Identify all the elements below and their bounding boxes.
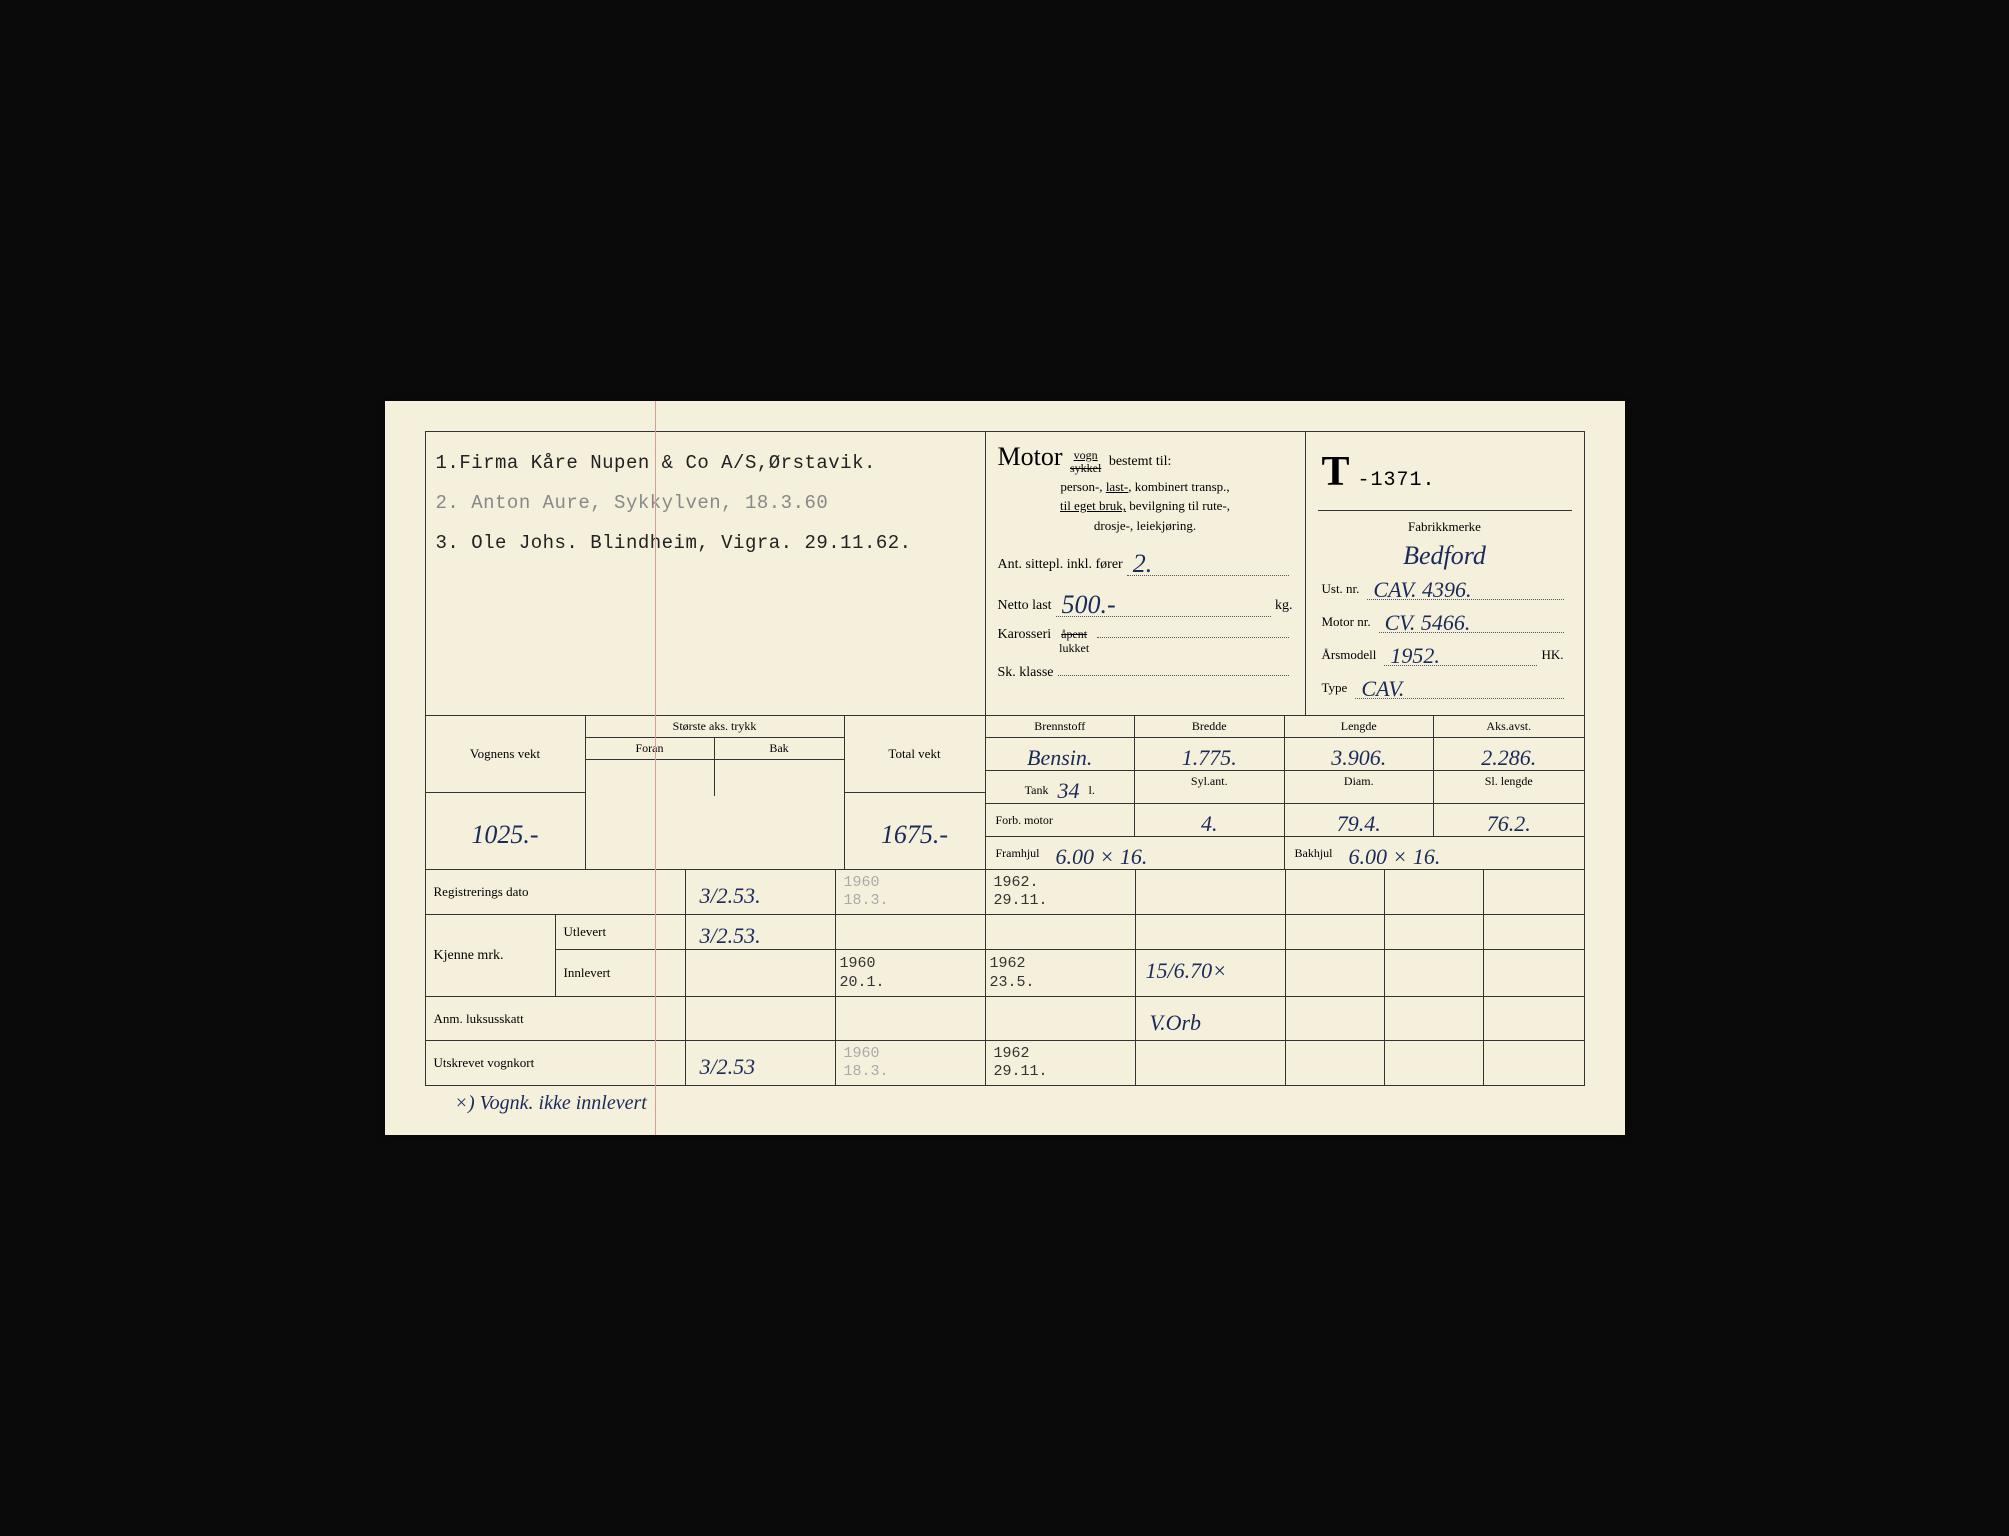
reg-date-row: Registrerings dato 3/2.53. 196018.3. 196… <box>426 870 1584 915</box>
card-issued-3: 196229.11. <box>994 1045 1048 1081</box>
engine-no: CV. 5466. <box>1379 610 1477 635</box>
year-value: 1952. <box>1384 643 1446 668</box>
cyl-header: Syl.ant. <box>1135 771 1285 803</box>
type-value: CAV. <box>1355 676 1410 701</box>
reg-date-label: Registrerings dato <box>426 870 686 914</box>
right-top: T -1371. Fabrikkmerke Bedford Ust. nr.CA… <box>1306 432 1584 715</box>
seats-row: Ant. sittepl. inkl. fører 2. <box>998 545 1293 576</box>
weights-box: Vognens vekt 1025.- Største aks. trykk F… <box>426 716 986 869</box>
owner-1: 1.Firma Kåre Nupen & Co A/S,Ørstavik. <box>436 444 975 484</box>
plate-prefix: T <box>1322 448 1350 496</box>
owner-2: 2. Anton Aure, Sykkylven, 18.3.60 <box>436 484 975 524</box>
bore-value: 79.4. <box>1331 811 1387 837</box>
plate-number: 1371. <box>1371 469 1436 492</box>
body-row: Karosseri åpent lukket <box>998 627 1293 654</box>
rearwheel-value: 6.00 × 16. <box>1343 844 1447 870</box>
bestemt-label: bestemt til: <box>1109 454 1172 469</box>
netload-row: Netto last 500.- kg. <box>998 586 1293 617</box>
card-issued-2: 196018.3. <box>844 1045 889 1081</box>
rear-header: Bak <box>715 738 844 760</box>
front-header: Foran <box>586 738 715 760</box>
wheelbase-value: 2.286. <box>1475 745 1542 771</box>
motor-title: Motor <box>998 442 1063 471</box>
chassis-no: CAV. 4396. <box>1367 577 1477 602</box>
returned-2: 196020.1. <box>840 955 885 991</box>
luxury-tax-note: V.Orb <box>1144 1010 1208 1036</box>
luxury-tax-row: Anm. luksusskatt V.Orb <box>426 997 1584 1041</box>
length-value: 3.906. <box>1325 745 1392 771</box>
class-row: Sk. klasse <box>998 665 1293 681</box>
frontwheel-value: 6.00 × 16. <box>1050 844 1154 870</box>
top-row: 1.Firma Kåre Nupen & Co A/S,Ørstavik. 2.… <box>426 432 1584 715</box>
rearwheel-header: Bakhjul <box>1295 846 1333 861</box>
total-weight-header: Total vekt <box>845 716 985 793</box>
stroke-value: 76.2. <box>1481 811 1537 837</box>
weight-header: Vognens vekt <box>426 716 585 793</box>
seats-value: 2. <box>1127 549 1159 578</box>
fuel-value: Bensin. <box>1021 745 1098 771</box>
wheelbase-header: Aks.avst. <box>1434 716 1584 737</box>
motor-box: Motor vogn sykkel bestemt til: person-, … <box>986 432 1306 715</box>
bore-header: Diam. <box>1285 771 1435 803</box>
card-grid: 1.Firma Kåre Nupen & Co A/S,Ørstavik. 2.… <box>425 431 1585 1086</box>
length-header: Lengde <box>1285 716 1435 737</box>
frontwheel-header: Framhjul <box>996 846 1040 861</box>
issued-label: Utlevert <box>556 915 686 950</box>
registration-card: 1.Firma Kåre Nupen & Co A/S,Ørstavik. 2.… <box>385 401 1625 1135</box>
card-issued-row: Utskrevet vognkort 3/2.53 196018.3. 1962… <box>426 1041 1584 1085</box>
footnote: ×) Vognk. ikke innlevert <box>455 1092 1585 1115</box>
card-issued-label: Utskrevet vognkort <box>426 1041 686 1085</box>
width-value: 1.775. <box>1176 745 1243 771</box>
history-table: Registrerings dato 3/2.53. 196018.3. 196… <box>426 869 1584 1085</box>
total-weight-value: 1675.- <box>875 820 954 850</box>
specs-section: Vognens vekt 1025.- Største aks. trykk F… <box>426 715 1584 869</box>
returned-label: Innlevert <box>556 950 686 996</box>
owners-box: 1.Firma Kåre Nupen & Co A/S,Ørstavik. 2.… <box>426 432 986 715</box>
weight-value: 1025.- <box>465 820 544 850</box>
reg-date-1: 3/2.53. <box>694 883 767 909</box>
luxury-tax-label: Anm. luksusskatt <box>426 997 686 1040</box>
card-issued-1: 3/2.53 <box>694 1054 762 1080</box>
netload-value: 500.- <box>1056 590 1122 619</box>
reg-date-2: 196018.3. <box>844 874 889 910</box>
motor-header: Motor vogn sykkel bestemt til: <box>998 442 1293 475</box>
width-header: Bredde <box>1135 716 1285 737</box>
returned-4: 15/6.70× <box>1140 958 1233 983</box>
plate-label: Kjenne mrk. <box>426 915 556 996</box>
consumption-label: Forb. motor <box>996 813 1053 828</box>
axle-header: Største aks. trykk <box>586 716 844 738</box>
make-value: Bedford <box>1397 541 1492 570</box>
returned-3: 196223.5. <box>990 955 1035 991</box>
owner-3: 3. Ole Johs. Blindheim, Vigra. 29.11.62. <box>436 524 975 564</box>
plate-history-row: Kjenne mrk. Utlevert 3/2.53. Innlevert 1… <box>426 915 1584 997</box>
dimensions-box: Brennstoff Bredde Lengde Aks.avst. Bensi… <box>986 716 1584 869</box>
motor-purpose: person-, last-, kombinert transp., til e… <box>998 477 1293 536</box>
make-label: Fabrikkmerke <box>1322 519 1568 535</box>
plate-box: T -1371. <box>1318 440 1572 511</box>
issued-1: 3/2.53. <box>694 923 767 948</box>
stroke-header: Sl. lengde <box>1434 771 1584 803</box>
vogn-sykkel: vogn sykkel <box>1070 449 1101 475</box>
reg-date-3: 1962.29.11. <box>994 874 1048 910</box>
fuel-header: Brennstoff <box>986 716 1136 737</box>
margin-line <box>655 401 656 1135</box>
manufacturer-box: Fabrikkmerke Bedford Ust. nr.CAV. 4396. … <box>1318 511 1572 707</box>
tank-header: Tank 34 l. <box>986 771 1136 803</box>
cyl-value: 4. <box>1195 811 1224 837</box>
